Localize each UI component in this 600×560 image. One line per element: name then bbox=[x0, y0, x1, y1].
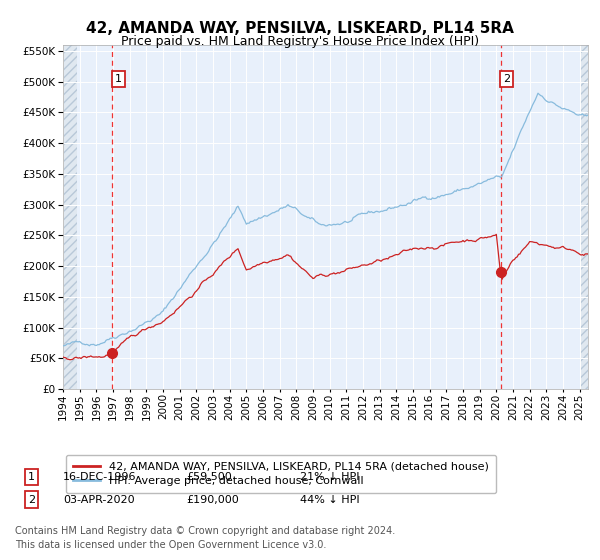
Text: Price paid vs. HM Land Registry's House Price Index (HPI): Price paid vs. HM Land Registry's House … bbox=[121, 35, 479, 48]
Bar bbox=[63, 45, 77, 389]
Text: 21% ↓ HPI: 21% ↓ HPI bbox=[300, 472, 359, 482]
Text: 16-DEC-1996: 16-DEC-1996 bbox=[63, 472, 137, 482]
Text: 44% ↓ HPI: 44% ↓ HPI bbox=[300, 494, 359, 505]
Text: 42, AMANDA WAY, PENSILVA, LISKEARD, PL14 5RA: 42, AMANDA WAY, PENSILVA, LISKEARD, PL14… bbox=[86, 21, 514, 36]
Text: Contains HM Land Registry data © Crown copyright and database right 2024.
This d: Contains HM Land Registry data © Crown c… bbox=[15, 526, 395, 549]
Text: 2: 2 bbox=[28, 494, 35, 505]
Text: 1: 1 bbox=[28, 472, 35, 482]
Text: £59,500: £59,500 bbox=[186, 472, 232, 482]
Text: 1: 1 bbox=[115, 73, 122, 83]
Text: 03-APR-2020: 03-APR-2020 bbox=[63, 494, 134, 505]
Legend: 42, AMANDA WAY, PENSILVA, LISKEARD, PL14 5RA (detached house), HPI: Average pric: 42, AMANDA WAY, PENSILVA, LISKEARD, PL14… bbox=[66, 455, 496, 493]
Bar bbox=[580, 45, 588, 389]
Text: 2: 2 bbox=[503, 73, 510, 83]
Text: £190,000: £190,000 bbox=[186, 494, 239, 505]
